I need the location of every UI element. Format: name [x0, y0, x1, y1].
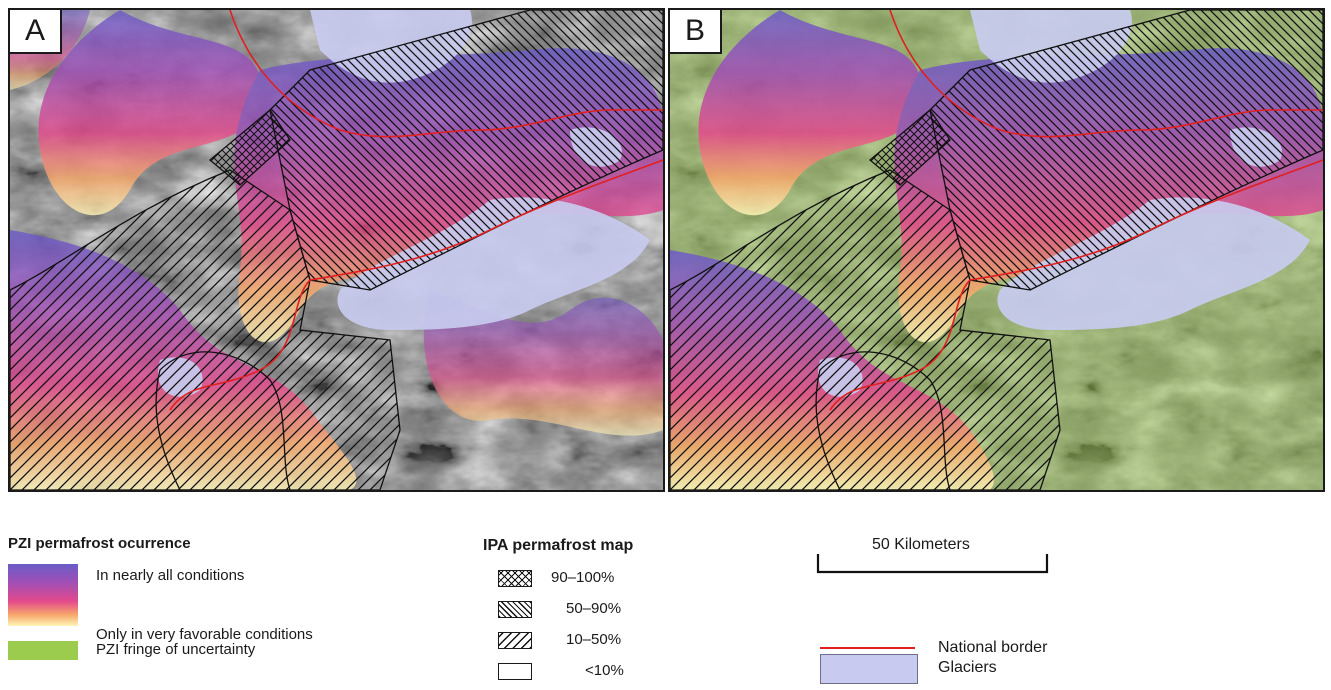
pzi-low-label: Only in very favorable conditions — [96, 626, 313, 643]
panel-label-a: A — [10, 10, 62, 54]
national-border — [169, 10, 663, 411]
pzi-high-label: In nearly all conditions — [96, 567, 245, 584]
border-line-swatch — [820, 647, 915, 649]
glacier-label: Glaciers — [938, 659, 997, 676]
map-panel-a: A — [8, 8, 665, 492]
ipa-legend-title: IPA permafrost map — [483, 537, 634, 554]
ipa-90-100-swatch — [498, 570, 532, 587]
ipa-50-90-label: 50–90% — [566, 600, 622, 617]
ipa-10-50-swatch — [498, 632, 532, 649]
pzi-fringe-swatch — [8, 641, 78, 660]
ipa-less-10-label: <10% — [585, 662, 624, 679]
map-a-canvas — [10, 10, 663, 490]
ipa-permafrost-zones — [10, 10, 663, 490]
pzi-gradient-swatch — [8, 564, 78, 626]
ipa-90-100-label: 90–100% — [551, 569, 615, 586]
ipa-50-90-swatch — [498, 601, 532, 618]
national-border — [829, 10, 1323, 411]
scale-bar-label: 50 Kilometers — [872, 536, 970, 553]
ipa-10-50-label: 10–50% — [566, 631, 622, 648]
panel-label-b: B — [670, 10, 722, 54]
ipa-less-10-swatch — [498, 663, 532, 680]
map-b-canvas — [670, 10, 1323, 490]
scale-bar — [816, 554, 1049, 574]
pzi-fringe-label: PZI fringe of uncertainty — [96, 641, 256, 658]
map-panel-b: B — [668, 8, 1325, 492]
glacier-swatch — [820, 654, 918, 684]
border-label: National border — [938, 639, 1048, 656]
pzi-legend-title: PZI permafrost ocurrence — [8, 535, 191, 552]
ipa-permafrost-zones — [670, 10, 1323, 490]
